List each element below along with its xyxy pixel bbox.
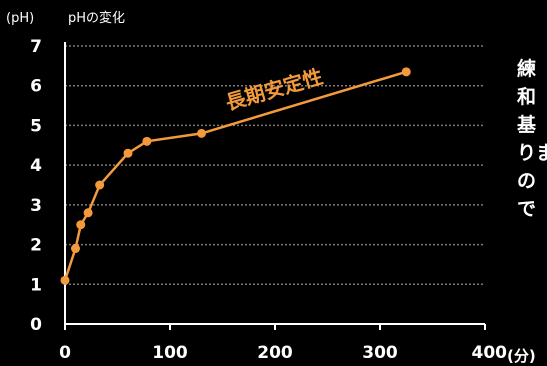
stability-annotation: 長期安定性 bbox=[223, 64, 326, 115]
x-tick-label: 300 bbox=[362, 343, 398, 363]
data-point bbox=[401, 67, 411, 77]
side-text-line: 練 bbox=[517, 58, 537, 80]
data-point bbox=[123, 148, 133, 158]
x-tick-marks bbox=[64, 324, 486, 330]
y-tick-label: 3 bbox=[30, 196, 42, 216]
x-tick-label: 400 bbox=[472, 343, 508, 363]
data-point bbox=[95, 180, 105, 190]
y-tick-label: 1 bbox=[30, 275, 42, 295]
data-point bbox=[60, 275, 70, 285]
y-tick-label: 0 bbox=[30, 315, 42, 335]
x-tick-label: 0 bbox=[59, 343, 71, 363]
data-point bbox=[142, 136, 152, 146]
data-point bbox=[83, 208, 93, 218]
side-text-line: 基 bbox=[517, 114, 537, 136]
x-tick-label: 100 bbox=[152, 343, 188, 363]
x-tick-label: 200 bbox=[257, 343, 293, 363]
y-tick-label: 6 bbox=[30, 77, 42, 97]
y-tick-label: 7 bbox=[30, 37, 42, 57]
grid-lines bbox=[65, 45, 485, 286]
y-axis-label: (pH) bbox=[6, 11, 34, 26]
side-text-line: りま bbox=[517, 142, 547, 164]
y-tick-label: 2 bbox=[30, 236, 42, 256]
y-tick-label: 4 bbox=[30, 156, 42, 176]
chart-title: pHの変化 bbox=[68, 10, 125, 26]
side-text-line: で bbox=[517, 198, 537, 220]
x-axis-unit: (分) bbox=[507, 347, 536, 365]
ph-data-points bbox=[60, 67, 411, 285]
side-text-line: の bbox=[517, 170, 537, 192]
side-text-line: 和 bbox=[517, 86, 537, 108]
y-tick-label: 5 bbox=[30, 116, 42, 136]
data-point bbox=[197, 128, 206, 138]
data-point bbox=[71, 244, 80, 254]
y-tick-labels: 0 1 2 3 4 5 6 7 bbox=[30, 37, 42, 335]
data-point bbox=[76, 220, 86, 230]
x-tick-labels: 0 100 200 300 400 bbox=[59, 343, 507, 363]
